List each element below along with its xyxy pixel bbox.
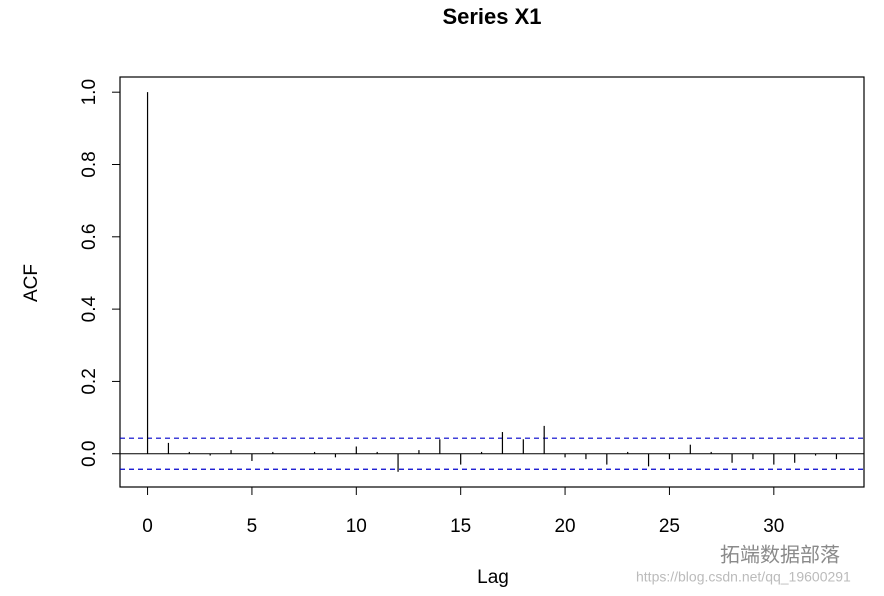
- x-tick-label: 30: [763, 516, 784, 537]
- x-tick-label: 0: [142, 516, 153, 537]
- y-tick-label: 1.0: [79, 79, 100, 105]
- x-tick-label: 20: [554, 516, 575, 537]
- watermark: https://blog.csdn.net/qq_19600291: [636, 569, 851, 585]
- x-axis-label: Lag: [477, 567, 509, 588]
- watermark: 拓端数据部落: [720, 543, 840, 566]
- y-tick-label: 0.4: [79, 295, 100, 322]
- chart-title: Series X1: [442, 4, 541, 29]
- x-tick-label: 5: [247, 516, 258, 537]
- x-tick-label: 10: [346, 516, 367, 537]
- plot-frame: [119, 76, 865, 488]
- y-tick-label: 0.2: [79, 368, 100, 394]
- x-tick-label: 15: [450, 516, 471, 537]
- y-tick-label: 0.6: [79, 224, 100, 250]
- y-tick-label: 0.0: [79, 441, 100, 467]
- y-axis-label: ACF: [21, 264, 42, 302]
- x-tick-label: 25: [659, 516, 680, 537]
- y-tick-label: 0.8: [79, 151, 100, 177]
